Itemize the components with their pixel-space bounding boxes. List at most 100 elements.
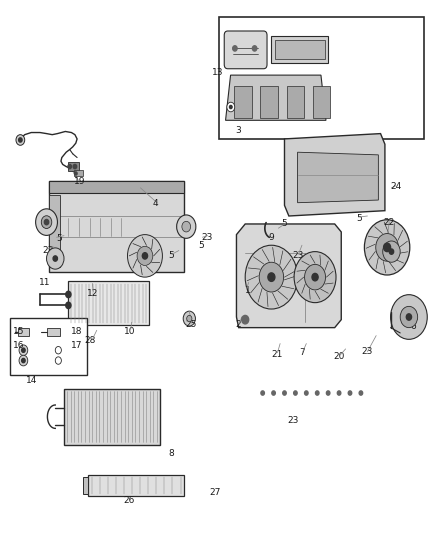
Circle shape [53,256,57,261]
Circle shape [304,391,308,395]
Circle shape [245,245,297,309]
Bar [219,17,424,139]
Circle shape [376,233,399,261]
Circle shape [252,46,257,51]
Text: 7: 7 [299,348,305,357]
Text: 10: 10 [124,327,135,336]
Text: 18: 18 [71,327,83,336]
Bar [68,163,79,171]
Circle shape [391,295,427,340]
Circle shape [19,345,28,356]
Circle shape [312,273,318,281]
Circle shape [21,348,25,352]
Text: 2: 2 [236,320,241,329]
Circle shape [261,391,265,395]
Circle shape [230,106,232,109]
Circle shape [294,252,336,303]
Circle shape [383,241,400,262]
Circle shape [74,172,77,175]
Bar [11,318,87,375]
Text: 5: 5 [356,214,362,223]
Circle shape [337,391,341,395]
Circle shape [46,248,64,269]
Text: 20: 20 [333,352,345,361]
Text: 6: 6 [410,321,416,330]
Circle shape [315,391,319,395]
Text: 9: 9 [268,233,274,242]
Bar [68,281,149,325]
Circle shape [233,46,237,51]
Bar [313,86,330,118]
Text: 15: 15 [13,327,25,336]
Text: 13: 13 [212,68,224,77]
Bar [83,477,88,494]
Bar [64,389,160,445]
Bar [18,328,29,336]
Text: 12: 12 [87,288,98,297]
Circle shape [272,391,276,395]
Circle shape [183,311,195,326]
Circle shape [326,391,330,395]
Text: 4: 4 [153,199,159,208]
Text: 23: 23 [292,252,303,260]
Circle shape [182,221,191,232]
Bar [88,475,184,496]
Text: 26: 26 [124,496,135,505]
Circle shape [41,216,52,229]
Circle shape [55,357,61,364]
Circle shape [304,264,325,290]
Text: 23: 23 [287,416,299,425]
Text: 5: 5 [199,241,205,250]
Text: 23: 23 [362,347,373,356]
Text: 23: 23 [201,233,212,242]
Circle shape [242,316,249,324]
Bar [49,195,60,266]
Bar [287,86,304,118]
Text: 22: 22 [384,219,395,228]
Text: 8: 8 [168,449,174,458]
Bar [234,86,252,118]
Text: 28: 28 [85,336,96,345]
Text: 11: 11 [39,278,50,287]
Text: 19: 19 [74,177,85,186]
Text: 3: 3 [236,126,241,135]
Circle shape [406,314,412,320]
Circle shape [227,102,235,112]
Circle shape [66,291,71,297]
Circle shape [18,138,22,142]
Circle shape [293,391,297,395]
Circle shape [68,165,71,168]
Text: 5: 5 [282,220,287,229]
Circle shape [44,220,49,225]
Circle shape [384,243,391,252]
Circle shape [16,135,25,146]
Circle shape [73,165,77,168]
Polygon shape [237,224,341,328]
Bar [275,40,325,59]
Bar [74,169,83,176]
Polygon shape [297,152,378,203]
Circle shape [187,316,192,322]
Bar [49,181,184,193]
Bar [261,86,278,118]
Bar [47,328,60,336]
Text: 27: 27 [209,488,220,497]
Circle shape [348,391,352,395]
Circle shape [259,262,284,292]
FancyBboxPatch shape [224,31,267,69]
Text: 24: 24 [390,182,402,191]
Circle shape [364,220,410,275]
Circle shape [400,306,418,328]
Bar [272,36,328,63]
Circle shape [389,249,394,254]
Circle shape [359,391,363,395]
Circle shape [35,209,57,236]
Bar [49,181,184,272]
Circle shape [66,302,71,309]
Circle shape [19,355,28,366]
Circle shape [177,215,196,238]
Text: 1: 1 [244,286,250,295]
Circle shape [142,253,148,259]
Circle shape [283,391,286,395]
Text: 25: 25 [185,320,196,329]
